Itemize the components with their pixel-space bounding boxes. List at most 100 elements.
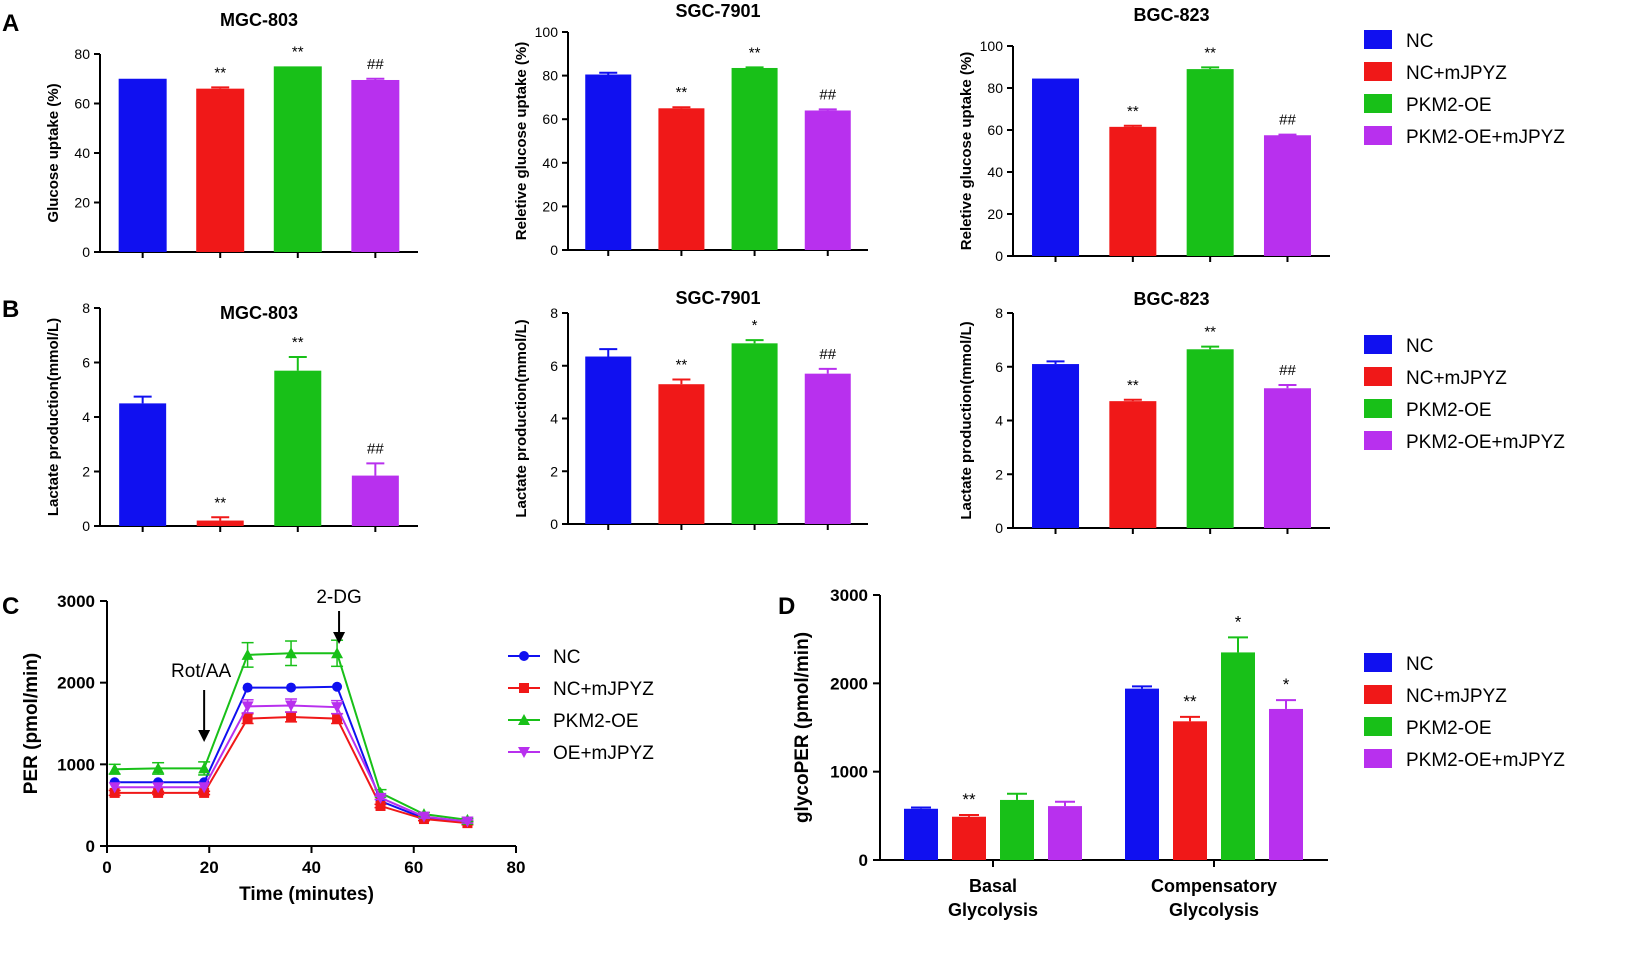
bar-nc-mjpyz bbox=[658, 108, 705, 250]
significance-mark: ## bbox=[1279, 112, 1296, 129]
y-tick-label: 6 bbox=[995, 359, 1003, 375]
bar-pkm2-oe bbox=[731, 343, 778, 524]
y-tick-label: 0 bbox=[82, 518, 90, 534]
panel-label-a: A bbox=[2, 10, 19, 37]
annotation-rot-aa: Rot/AA bbox=[171, 661, 232, 682]
y-tick-label: 4 bbox=[550, 411, 558, 427]
bar-nc bbox=[1032, 364, 1080, 528]
bar-pkm2-oe bbox=[731, 67, 778, 250]
bar bbox=[1000, 799, 1034, 860]
data-point bbox=[242, 682, 253, 693]
data-point bbox=[241, 701, 254, 713]
significance-mark: ** bbox=[1204, 44, 1216, 61]
significance-mark: ** bbox=[292, 334, 304, 351]
significance-mark: ** bbox=[1127, 377, 1139, 394]
chart-d-glycoper: 0 1000 2000 3000 glycoPER (pmol/min) Basal Gly… bbox=[792, 586, 1328, 920]
y-tick-label: 40 bbox=[987, 164, 1003, 180]
legend-swatch bbox=[1364, 126, 1392, 145]
legend-swatch bbox=[1364, 367, 1392, 386]
data-point bbox=[241, 648, 254, 660]
y-axis-label: Lactate production(mmol/L) bbox=[45, 318, 62, 516]
significance-mark: ** bbox=[1204, 324, 1216, 341]
y-tick-label: 0 bbox=[86, 837, 95, 856]
y-tick-label: 20 bbox=[74, 195, 90, 211]
y-tick-label: 100 bbox=[535, 24, 559, 40]
legend-label: PKM2-OE+mJPYZ bbox=[1406, 432, 1565, 453]
x-category-label: Glycolysis bbox=[1169, 900, 1259, 920]
bar-pkm2-oe bbox=[1186, 69, 1234, 256]
significance-mark: ** bbox=[214, 64, 226, 81]
bar bbox=[1221, 652, 1255, 860]
bar bbox=[952, 816, 986, 860]
significance-mark: ## bbox=[1279, 362, 1296, 379]
legend-swatch bbox=[1364, 399, 1392, 418]
legend-label: NC+mJPYZ bbox=[1406, 63, 1507, 84]
y-tick-label: 2 bbox=[550, 463, 558, 479]
series-line bbox=[114, 715, 468, 825]
y-tick-label: 4 bbox=[995, 413, 1003, 429]
series-line bbox=[114, 652, 468, 821]
y-tick-label: 20 bbox=[542, 198, 558, 214]
y-tick-label: 4 bbox=[82, 409, 90, 425]
legend-b: NC NC+mJPYZ PKM2-OE PKM2-OE+mJPYZ bbox=[1364, 335, 1565, 453]
legend-label: PKM2-OE bbox=[1406, 718, 1492, 739]
data-point bbox=[152, 762, 165, 774]
legend-c: NC NC+mJPYZ PKM2-OE OE+mJPYZ bbox=[508, 647, 654, 764]
data-point bbox=[286, 682, 297, 693]
y-tick-label: 2 bbox=[995, 466, 1003, 482]
chart-a-mgc803: MGC-803 0 20 40 60 80 Glucose uptake (%) ** ** ## bbox=[45, 10, 418, 260]
chart-title: MGC-803 bbox=[220, 10, 298, 30]
bar-nc-mjpyz bbox=[1109, 401, 1157, 528]
y-axis-label: Lactate production(mmol/L) bbox=[513, 319, 530, 517]
bar-pkm2-oe-mjpyz bbox=[804, 110, 851, 250]
legend-label: NC+mJPYZ bbox=[553, 679, 654, 700]
legend-label: PKM2-OE+mJPYZ bbox=[1406, 127, 1565, 148]
chart-title: SGC-7901 bbox=[675, 1, 760, 21]
legend-label: PKM2-OE bbox=[1406, 400, 1492, 421]
legend-swatch bbox=[1364, 685, 1392, 704]
x-tick-label: 60 bbox=[404, 858, 423, 877]
data-point bbox=[332, 713, 343, 724]
legend-label: PKM2-OE bbox=[553, 711, 639, 732]
y-tick-label: 0 bbox=[550, 516, 558, 532]
y-axis-label: Reletive glucose uptake (%) bbox=[513, 42, 530, 240]
legend-label: NC+mJPYZ bbox=[1406, 368, 1507, 389]
data-point bbox=[285, 647, 298, 659]
legend-label: NC+mJPYZ bbox=[1406, 686, 1507, 707]
y-tick-label: 2000 bbox=[57, 674, 95, 693]
chart-b-bgc823: BGC-823 0 2 4 6 8 Lactate production(mmol/L) **… bbox=[958, 289, 1330, 536]
significance-mark: ## bbox=[367, 440, 384, 457]
series-line bbox=[114, 704, 468, 823]
y-tick-label: 40 bbox=[74, 145, 90, 161]
y-tick-label: 20 bbox=[987, 206, 1003, 222]
y-tick-label: 80 bbox=[542, 68, 558, 84]
significance-mark: ** bbox=[676, 356, 688, 373]
x-axis-label: Time (minutes) bbox=[239, 884, 374, 905]
bar-pkm2-oe-mjpyz bbox=[804, 373, 851, 524]
y-tick-label: 8 bbox=[995, 305, 1003, 321]
bar-nc-mjpyz bbox=[1109, 126, 1157, 256]
y-axis-label: glycoPER (pmol/min) bbox=[792, 632, 813, 823]
y-tick-label: 6 bbox=[550, 358, 558, 374]
y-tick-label: 40 bbox=[542, 155, 558, 171]
significance-mark: ** bbox=[1127, 103, 1139, 120]
significance-mark: ** bbox=[749, 44, 761, 61]
bar bbox=[1048, 806, 1082, 860]
x-tick-label: 80 bbox=[507, 858, 526, 877]
y-tick-label: 60 bbox=[542, 111, 558, 127]
chart-title: SGC-7901 bbox=[675, 288, 760, 308]
significance-mark: ## bbox=[367, 56, 384, 73]
x-tick-label: 0 bbox=[102, 858, 111, 877]
y-tick-label: 0 bbox=[859, 851, 868, 870]
legend-marker bbox=[518, 714, 530, 725]
x-category-label: Glycolysis bbox=[948, 900, 1038, 920]
bar-nc-mjpyz bbox=[196, 520, 244, 526]
significance-mark: ## bbox=[819, 346, 836, 363]
bar-pkm2-oe bbox=[274, 370, 322, 526]
x-tick-label: 40 bbox=[302, 858, 321, 877]
legend-label: NC bbox=[553, 647, 580, 668]
bar-nc-mjpyz bbox=[196, 88, 245, 253]
y-axis-label: Glucose uptake (%) bbox=[45, 83, 62, 222]
y-tick-label: 100 bbox=[980, 38, 1004, 54]
data-point bbox=[108, 782, 121, 794]
